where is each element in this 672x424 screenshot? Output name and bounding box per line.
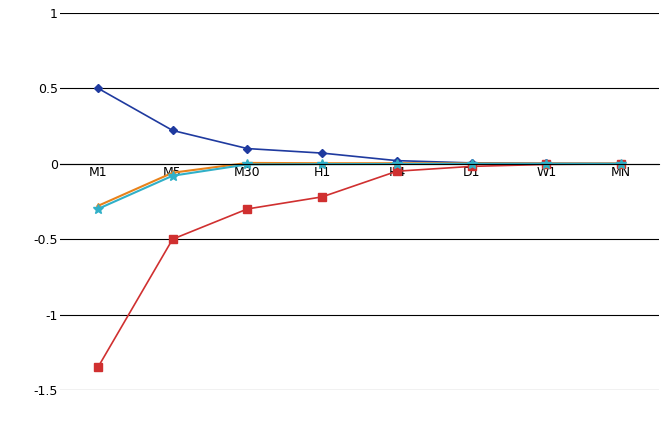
Lower center xyxy=(243,162,251,167)
Lower boundary xyxy=(393,169,401,174)
Upper center xyxy=(542,161,550,166)
Lower center xyxy=(468,161,476,166)
Upper center xyxy=(94,204,102,209)
Lower center xyxy=(393,162,401,167)
Upper center xyxy=(169,170,177,175)
Upper boundary xyxy=(393,158,401,163)
Upper boundary xyxy=(169,128,177,133)
Lower boundary xyxy=(468,164,476,169)
Lower center xyxy=(542,161,550,166)
Lower boundary xyxy=(318,194,326,199)
Upper center xyxy=(617,161,625,166)
Lower boundary xyxy=(243,206,251,212)
Lower boundary xyxy=(617,162,625,167)
Upper boundary xyxy=(318,151,326,156)
Lower center xyxy=(318,162,326,167)
Upper boundary xyxy=(468,160,476,165)
Line: Upper boundary: Upper boundary xyxy=(95,85,624,166)
Line: Upper center: Upper center xyxy=(94,159,625,209)
Line: Lower boundary: Lower boundary xyxy=(93,160,626,371)
Lower center xyxy=(94,206,102,212)
Upper center xyxy=(393,161,401,166)
Lower center xyxy=(617,161,625,166)
Upper center xyxy=(243,160,251,165)
Lower boundary xyxy=(542,162,550,167)
Lower boundary xyxy=(169,237,177,242)
Upper center xyxy=(468,161,476,166)
Upper center xyxy=(318,161,326,166)
Upper boundary xyxy=(542,161,550,166)
Lower boundary xyxy=(94,365,102,370)
Lower center xyxy=(169,173,177,178)
Upper boundary xyxy=(243,146,251,151)
Line: Lower center: Lower center xyxy=(93,159,626,214)
Upper boundary xyxy=(617,161,625,166)
Upper boundary xyxy=(94,86,102,91)
